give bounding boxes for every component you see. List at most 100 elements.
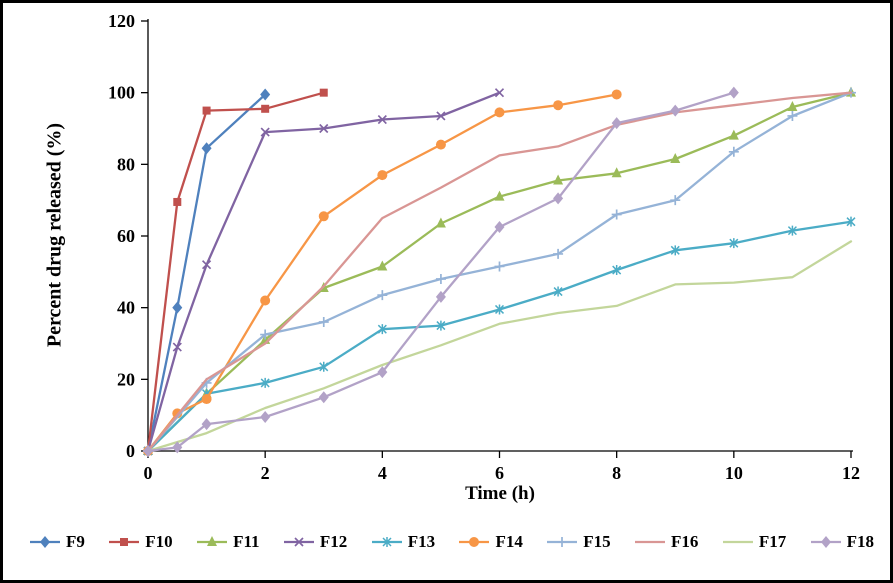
series-f10: [144, 88, 328, 455]
series-f16: [146, 91, 853, 453]
series-marker-asterisk: [382, 537, 392, 547]
series-line-f11: [146, 91, 853, 453]
series-marker-diamond: [318, 391, 329, 404]
legend-key-f11: [197, 536, 228, 546]
series-marker-triangle: [611, 167, 622, 178]
legend-key-f10: [109, 538, 140, 546]
series-marker-diamond: [670, 104, 681, 117]
series-marker-diamond: [494, 221, 505, 234]
legend-label-f18: F18: [846, 532, 874, 551]
legend-label-f9: F9: [66, 532, 85, 551]
series-marker-diamond: [201, 418, 212, 431]
series-marker-plus: [728, 146, 739, 157]
series-marker-asterisk: [260, 377, 270, 388]
series-marker-square: [319, 88, 328, 97]
series-marker-x: [260, 127, 270, 137]
series-marker-square: [120, 538, 129, 546]
series-marker-x: [172, 342, 182, 352]
series-marker-diamond: [611, 117, 622, 130]
series-marker-plus: [494, 261, 505, 272]
series-marker-circle: [435, 139, 446, 150]
series-line-f14: [146, 93, 618, 453]
legend-key-f14: [459, 537, 490, 547]
series-marker-plus: [553, 248, 564, 259]
x-tick-label: 10: [725, 463, 743, 483]
series-marker-asterisk: [846, 216, 856, 227]
legend-item-f9: F9: [29, 532, 85, 552]
series-marker-asterisk: [670, 245, 680, 256]
series-marker-circle: [611, 89, 622, 100]
legend-item-f11: F11: [196, 532, 260, 552]
series-marker-square: [202, 106, 211, 115]
x-tick-label: 6: [495, 463, 504, 483]
legend-label-f11: F11: [233, 532, 260, 551]
legend-key-f18: [810, 536, 841, 548]
series-line-f16: [146, 91, 853, 453]
legend-item-f12: F12: [283, 532, 347, 552]
series-marker-diamond: [820, 536, 831, 548]
series-marker-triangle: [670, 152, 681, 163]
series-marker-diamond: [553, 192, 564, 205]
series-marker-circle: [377, 170, 388, 181]
series-marker-diamond: [260, 88, 271, 101]
series-marker-circle: [494, 107, 505, 118]
legend-label-f10: F10: [145, 532, 173, 551]
series-marker-triangle: [494, 190, 505, 201]
legend-item-f16: F16: [634, 532, 698, 552]
series-line-f15: [146, 91, 853, 453]
series-line-f9: [146, 93, 267, 453]
series-marker-triangle: [207, 536, 218, 546]
x-tick-label: 8: [612, 463, 621, 483]
x-tick-label: 12: [842, 463, 860, 483]
legend-key-f13: [371, 537, 402, 547]
y-tick-label: 0: [126, 441, 135, 461]
series-marker-circle: [201, 394, 212, 405]
legend-item-f10: F10: [108, 532, 173, 552]
series-marker-diamond: [172, 441, 183, 454]
chart-plot-area: 0 20 40 60 80 100 120 0 2 4 6 8 10 12: [108, 11, 860, 483]
legend-item-f14: F14: [458, 532, 523, 552]
series-marker-x: [377, 114, 387, 125]
legend-label-f17: F17: [758, 532, 787, 551]
legend-key-f12: [283, 537, 314, 547]
series-f18: [143, 86, 739, 457]
series-marker-circle: [553, 100, 564, 111]
series-marker-diamond: [260, 410, 271, 423]
series-marker-asterisk: [494, 304, 505, 315]
legend-item-f13: F13: [371, 532, 435, 552]
y-axis-title: Percent drug released (%): [43, 122, 66, 348]
legend-key-f17: [722, 540, 753, 544]
series-marker-circle: [318, 211, 329, 222]
legend-key-f15: [547, 537, 578, 547]
series-marker-triangle: [377, 260, 388, 271]
y-tick-label: 60: [117, 226, 135, 246]
series-marker-plus: [435, 274, 446, 284]
series-marker-circle: [260, 295, 271, 306]
series-marker-triangle: [553, 174, 564, 185]
series-marker-plus: [377, 290, 388, 301]
y-tick-label: 80: [117, 154, 135, 174]
chart-legend: F9 F10 F11 F12 F13 F14 F15 F16 F17 F18: [29, 529, 874, 555]
legend-label-f15: F15: [583, 532, 611, 551]
series-marker-diamond: [435, 290, 446, 303]
series-marker-x: [294, 537, 304, 547]
x-tick-label: 2: [261, 463, 270, 483]
series-marker-x: [494, 88, 505, 98]
x-tick-label: 0: [144, 463, 153, 483]
series-marker-triangle: [728, 129, 739, 140]
series-marker-x: [201, 260, 212, 270]
series-line-f13: [146, 220, 853, 453]
legend-label-f14: F14: [495, 532, 523, 551]
series-marker-diamond: [728, 86, 739, 99]
legend-label-f12: F12: [319, 532, 348, 551]
series-line-f18: [146, 91, 735, 453]
series-marker-diamond: [40, 536, 50, 548]
legend-key-f9: [30, 536, 60, 548]
series-marker-plus: [670, 195, 681, 206]
series-f17: [146, 240, 853, 453]
series-marker-diamond: [143, 445, 153, 457]
x-tick-label: 4: [378, 463, 387, 483]
legend-item-f17: F17: [722, 532, 786, 552]
legend-label-f13: F13: [407, 532, 436, 551]
series-marker-plus: [611, 209, 622, 220]
